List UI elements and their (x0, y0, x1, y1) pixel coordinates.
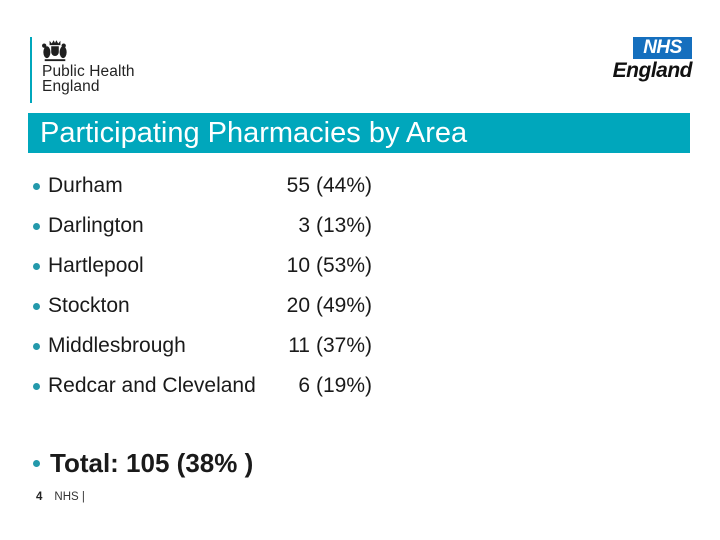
nhs-logo-icon: NHS (633, 37, 692, 59)
area-count: 3 (298, 214, 310, 237)
bullet-icon (33, 222, 40, 230)
area-count: 11 (288, 334, 310, 357)
area-count: 20 (286, 294, 310, 317)
footer-brand: NHS | (54, 491, 85, 503)
area-count: 10 (286, 254, 310, 277)
area-percent: (53%) (316, 254, 373, 277)
phe-logo-line2: England (42, 78, 100, 95)
bullet-icon (33, 342, 40, 350)
list-item-stockton: Stockton 20 (49%) (30, 286, 450, 326)
area-percent: (13%) (316, 214, 373, 237)
phe-logo-line1: Public Health (42, 63, 135, 80)
bullet-icon (33, 262, 40, 270)
list-item-redcar-and-cleveland: Redcar and Cleveland 6 (19%) (30, 366, 450, 406)
area-label: Darlington (48, 214, 144, 237)
phe-logo: Public Health England (30, 37, 135, 103)
area-label: Hartlepool (48, 254, 144, 277)
area-list: Durham 55 (44%) Darlington 3 (13%) Hartl… (30, 166, 450, 406)
bullet-icon (33, 182, 40, 190)
area-count: 6 (298, 374, 310, 397)
area-label: Middlesbrough (48, 334, 186, 357)
bullet-icon (33, 459, 40, 467)
page-title: Participating Pharmacies by Area (40, 117, 468, 149)
total-label: Total: 105 (38% ) (50, 447, 254, 478)
list-item-hartlepool: Hartlepool 10 (53%) (30, 246, 450, 286)
nhs-logo-england-label: England (612, 59, 693, 82)
area-label: Redcar and Cleveland (48, 374, 256, 397)
list-item-durham: Durham 55 (44%) (30, 166, 450, 206)
total-row: Total: 105 (38% ) (30, 441, 530, 485)
area-percent: (37%) (316, 334, 373, 357)
nhs-logo-acronym: NHS (643, 37, 682, 58)
area-percent: (44%) (316, 174, 373, 197)
area-percent: (19%) (316, 374, 373, 397)
list-item-darlington: Darlington 3 (13%) (30, 206, 450, 246)
area-label: Durham (48, 174, 123, 197)
area-label: Stockton (48, 294, 130, 317)
list-item-middlesbrough: Middlesbrough 11 (37%) (30, 326, 450, 366)
area-percent: (49%) (316, 294, 373, 317)
area-count: 55 (286, 174, 310, 197)
slide-footer: 4 NHS | (36, 491, 85, 503)
royal-crest-icon (42, 40, 67, 62)
page-number: 4 (36, 491, 43, 503)
bullet-icon (33, 302, 40, 310)
nhs-england-logo: NHS England (612, 37, 693, 83)
bullet-icon (33, 382, 40, 390)
slide-title-bar: Participating Pharmacies by Area (28, 113, 690, 153)
